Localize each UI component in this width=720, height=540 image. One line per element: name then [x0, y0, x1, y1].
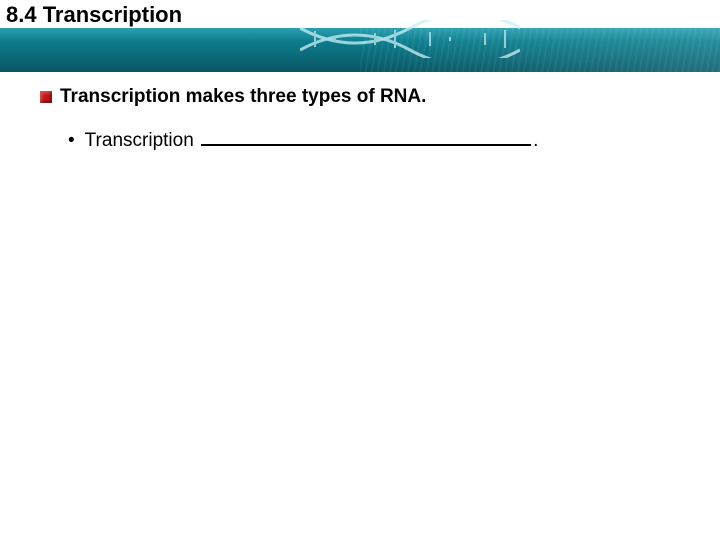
dna-texture-overlay: [360, 28, 720, 72]
slide-header: 8.4 Transcription: [0, 0, 720, 72]
red-square-bullet-icon: [40, 91, 52, 103]
body-text-line: Transcription .: [85, 126, 539, 152]
body-lead-word: Transcription: [85, 130, 194, 151]
body-bullet-row: • Transcription .: [68, 126, 680, 152]
header-teal-banner: [0, 28, 720, 72]
slide-content: Transcription makes three types of RNA. …: [0, 72, 720, 152]
bullet-dot-icon: •: [68, 130, 75, 152]
fill-in-blank: [201, 126, 531, 146]
section-heading: Transcription makes three types of RNA.: [60, 86, 426, 108]
body-trailing-period: .: [533, 130, 538, 151]
chapter-title: 8.4 Transcription: [6, 2, 182, 28]
section-heading-row: Transcription makes three types of RNA.: [40, 86, 680, 108]
